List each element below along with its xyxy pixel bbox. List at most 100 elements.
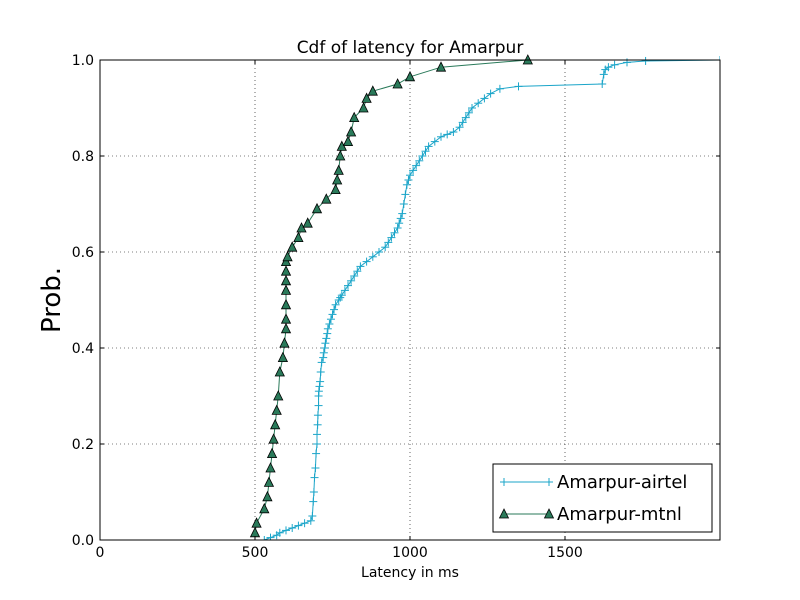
mtnl-point	[543, 508, 555, 519]
mtnl-point	[342, 135, 354, 147]
mtnl-point	[358, 102, 369, 113]
airtel-point	[449, 128, 458, 136]
airtel-point	[300, 519, 309, 528]
y-tick-label: 1.0	[72, 53, 94, 69]
mtnl-point	[302, 217, 313, 228]
airtel-point	[312, 449, 321, 458]
x-tick-label: 1000	[392, 545, 428, 561]
airtel-point	[545, 478, 553, 486]
mtnl-point	[280, 274, 292, 286]
y-tick-label: 0.2	[72, 437, 94, 453]
y-tick-label: 0.4	[72, 341, 94, 357]
airtel-point	[306, 516, 315, 525]
airtel-point	[315, 382, 324, 391]
mtnl-point	[404, 70, 416, 82]
airtel-point	[309, 497, 318, 506]
mtnl-point	[277, 351, 289, 363]
x-tick-label: 0	[96, 545, 105, 561]
legend: Amarpur-airtel Amarpur-mtnl	[492, 463, 713, 533]
mtnl-point	[263, 476, 275, 487]
mtnl-point	[259, 502, 270, 514]
airtel-point	[437, 132, 445, 141]
airtel-point	[395, 219, 404, 228]
legend-box	[492, 463, 713, 533]
airtel-point	[353, 267, 362, 276]
airtel-point	[309, 488, 318, 496]
chart-title: Cdf of latency for Amarpur	[297, 38, 524, 58]
airtel-point	[455, 123, 464, 132]
airtel-point	[387, 233, 396, 242]
mtnl-point	[361, 92, 372, 103]
mtnl-point	[266, 447, 278, 459]
airtel-point	[599, 70, 608, 79]
y-tick-label: 0.8	[72, 149, 94, 165]
airtel-point	[282, 526, 290, 535]
mtnl-point	[268, 433, 279, 444]
mtnl-point	[321, 193, 332, 204]
mtnl-point	[498, 508, 510, 519]
airtel-point	[610, 60, 619, 69]
airtel-point	[316, 377, 325, 386]
airtel-point	[323, 324, 332, 333]
airtel-point	[604, 63, 613, 72]
airtel-point	[486, 89, 495, 98]
airtel-point	[598, 80, 607, 88]
mtnl-point	[280, 313, 292, 324]
y-tick-label: 0.6	[72, 245, 94, 261]
airtel-point	[321, 339, 330, 348]
airtel-point	[399, 200, 408, 208]
airtel-point	[514, 82, 523, 91]
airtel-point	[275, 528, 284, 537]
mtnl-point	[330, 183, 341, 195]
airtel-point	[294, 521, 303, 530]
airtel-point	[381, 243, 390, 252]
airtel-point	[288, 524, 297, 532]
airtel-point	[368, 252, 377, 261]
airtel-point	[326, 315, 335, 324]
mtnl-point	[271, 404, 282, 415]
airtel-point	[430, 137, 439, 146]
airtel-point	[317, 358, 326, 367]
airtel-point	[313, 440, 321, 448]
legend-entry: Amarpur-mtnl	[498, 504, 682, 525]
airtel-point	[641, 56, 650, 65]
airtel-point	[313, 430, 321, 439]
airtel-point	[266, 533, 275, 540]
airtel-point	[398, 209, 407, 218]
airtel-point	[375, 248, 383, 256]
airtel-point	[464, 108, 473, 117]
mtnl-series	[249, 54, 533, 538]
airtel-point	[402, 180, 411, 189]
airtel-point	[313, 411, 322, 420]
airtel-point	[331, 300, 340, 309]
airtel-point	[308, 512, 317, 520]
legend-entry: Amarpur-airtel	[500, 472, 687, 493]
mtnl-point	[293, 231, 304, 243]
mtnl-point	[392, 78, 403, 89]
airtel-point	[322, 334, 331, 343]
mtnl-point	[280, 298, 292, 310]
airtel-point	[468, 104, 476, 112]
airtel-point	[362, 257, 371, 266]
airtel-point	[311, 464, 320, 472]
airtel-point	[347, 276, 356, 285]
airtel-point	[418, 152, 427, 160]
airtel-point	[415, 156, 424, 165]
airtel-point	[356, 262, 365, 271]
airtel-point	[424, 142, 433, 151]
airtel-point	[330, 305, 339, 314]
mtnl-point	[335, 150, 346, 161]
airtel-point	[314, 401, 323, 410]
airtel-point	[323, 329, 332, 338]
airtel-point	[396, 214, 405, 223]
airtel-point	[384, 238, 393, 247]
y-axis-label: Prob.	[37, 267, 67, 333]
airtel-point	[404, 176, 413, 184]
mtnl-point	[274, 366, 285, 377]
mtnl-point	[311, 202, 323, 214]
ticks: 0 500 1000 1500 0.0 0.2 0.4 0.6 0.8 1.0	[72, 53, 720, 561]
mtnl-point	[282, 250, 293, 262]
mtnl-point	[367, 85, 378, 96]
series-layer	[249, 54, 720, 540]
